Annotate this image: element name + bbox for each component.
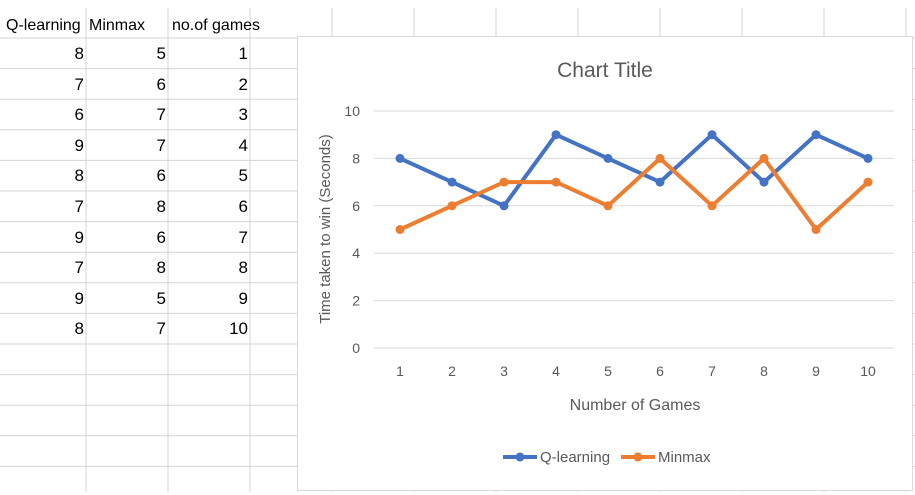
table-cell[interactable]: 8 [74,319,84,339]
data-point-q-learning[interactable] [707,130,717,140]
data-point-minmax[interactable] [655,153,665,163]
chart-title[interactable]: Chart Title [557,59,653,82]
legend-marker-icon [633,452,643,462]
table-cell[interactable]: 10 [229,319,248,339]
table-cell[interactable]: 9 [74,288,84,308]
series-line-minmax[interactable] [399,156,870,232]
table-cell[interactable]: 8 [74,44,84,63]
x-tick-label: 2 [448,363,456,379]
y-tick-label: 10 [344,103,360,119]
data-point-q-learning[interactable] [499,201,509,211]
y-tick-label: 0 [352,340,360,356]
y-tick-label: 8 [352,150,360,166]
table-cell[interactable]: 7 [74,258,84,278]
legend-label[interactable]: Minmax [658,449,711,466]
y-tick-label: 4 [352,245,360,261]
y-axis-label-line1: Time taken to win (Seconds) [317,134,334,324]
x-tick-label: 1 [396,363,404,379]
table-cell[interactable]: 9 [74,227,84,247]
data-point-minmax[interactable] [447,201,457,211]
table-cell[interactable]: 6 [156,166,166,186]
x-tick-label: 6 [656,363,664,379]
table-cell[interactable]: 7 [156,319,166,339]
x-tick-label: 8 [760,363,768,379]
x-tick-label: 5 [604,363,612,379]
header-no-of-games[interactable]: no.of games [172,17,261,34]
x-tick-label: 10 [860,363,876,379]
data-point-minmax[interactable] [707,201,717,211]
data-point-minmax[interactable] [759,153,769,163]
data-point-q-learning[interactable] [655,177,665,187]
data-point-minmax[interactable] [603,201,613,211]
table-cell[interactable]: 5 [238,166,248,186]
data-point-minmax[interactable] [551,177,561,187]
table-cell[interactable]: 8 [156,258,166,278]
y-tick-label: 6 [352,198,360,214]
header-minmax[interactable]: Minmax [89,17,146,34]
table-cell[interactable]: 6 [156,74,166,94]
table-cell[interactable]: 6 [238,197,248,216]
data-point-minmax[interactable] [811,225,821,234]
table-cell[interactable]: 3 [238,105,248,125]
data-point-minmax[interactable] [863,177,873,187]
table-cell[interactable]: 2 [238,74,248,94]
line-chart[interactable]: Chart Title 0 2 4 6 8 10 1 2 3 4 5 6 7 8 9 10 Number o… [297,36,913,491]
data-point-q-learning[interactable] [603,153,613,163]
header-q-learning[interactable]: Q-learning [6,17,81,34]
table-cell[interactable]: 5 [156,44,166,63]
table-cell[interactable]: 8 [74,166,84,186]
table-cell[interactable]: 6 [74,105,84,125]
data-point-q-learning[interactable] [395,153,405,163]
x-tick-label: 4 [552,363,560,379]
data-point-q-learning[interactable] [759,177,769,187]
table-cell[interactable]: 6 [156,227,166,247]
table-cell[interactable]: 7 [74,197,84,216]
table-cell[interactable]: 8 [156,197,166,216]
table-cell[interactable]: 7 [74,74,84,94]
series-line-q-learning[interactable] [399,132,869,208]
x-axis-label: Number of Games [570,397,701,414]
x-tick-label: 3 [500,363,508,379]
table-cell[interactable]: 1 [238,44,248,63]
data-point-minmax[interactable] [499,177,509,187]
data-point-q-learning[interactable] [811,130,821,140]
data-point-q-learning[interactable] [447,177,457,187]
legend-marker-icon [515,452,525,462]
legend-label[interactable]: Q-learning [540,449,610,466]
y-tick-label: 2 [352,293,360,309]
data-point-minmax[interactable] [395,225,405,234]
table-cell[interactable]: 4 [238,135,248,155]
table-cell[interactable]: 7 [156,135,166,155]
table-cell[interactable]: 9 [238,288,248,308]
data-point-q-learning[interactable] [863,153,873,163]
x-tick-label: 9 [812,363,820,379]
table-cell[interactable]: 5 [156,288,166,308]
table-cell[interactable]: 7 [238,227,248,247]
table-cell[interactable]: 7 [156,105,166,125]
table-cell[interactable]: 8 [238,258,248,278]
x-tick-label: 7 [708,363,716,379]
data-point-q-learning[interactable] [551,130,561,140]
table-cell[interactable]: 9 [74,135,84,155]
